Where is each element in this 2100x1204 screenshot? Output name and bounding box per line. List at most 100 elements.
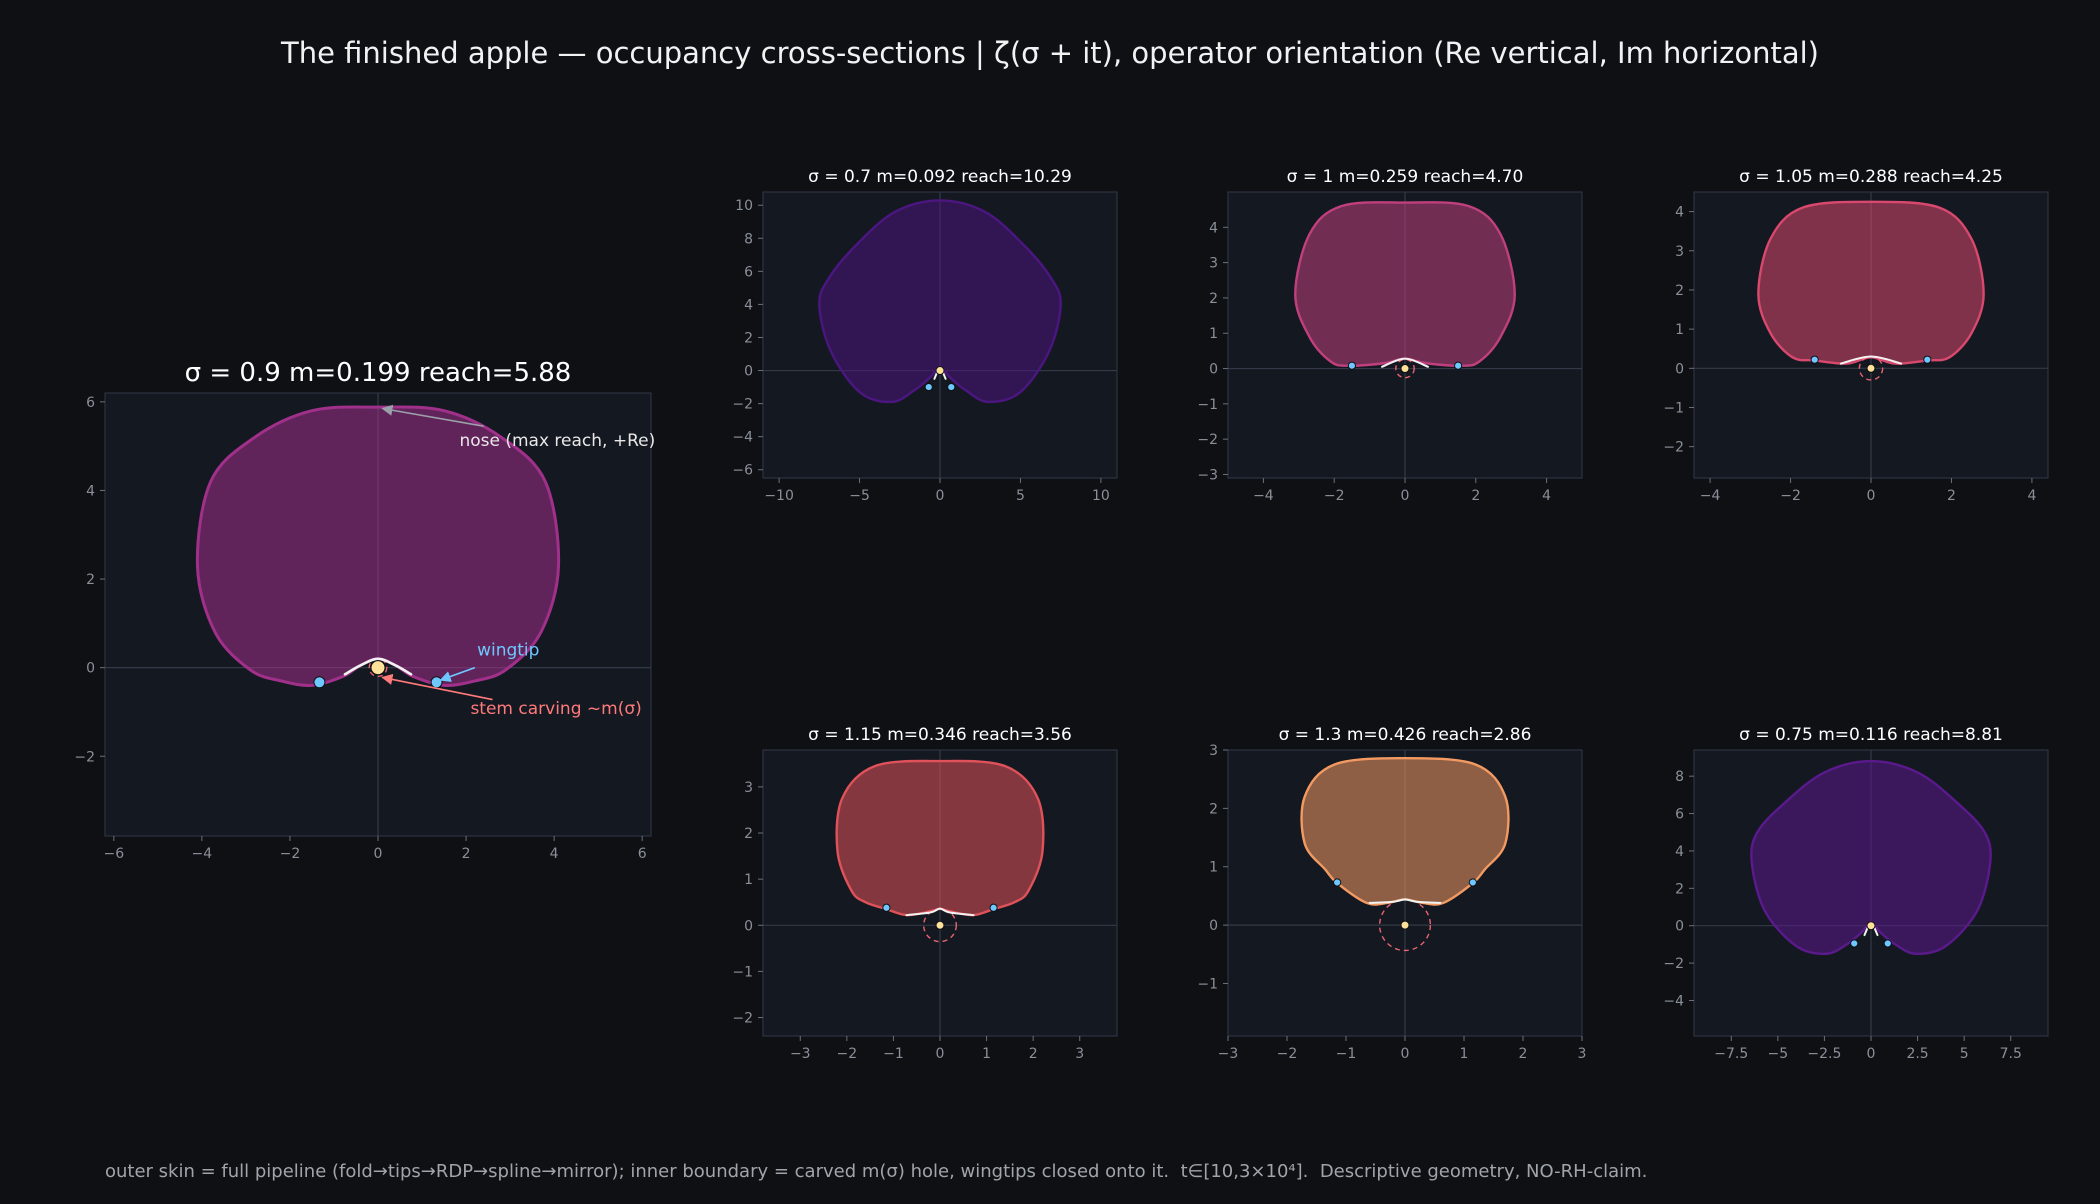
- x-tick-label: −2: [1780, 488, 1801, 504]
- y-tick-label: −2: [1663, 956, 1684, 972]
- stem-curve: [343, 657, 413, 676]
- x-tick-label: −2: [1324, 488, 1345, 504]
- y-tick-label: −4: [732, 430, 753, 446]
- x-tick-label: 2: [1471, 488, 1480, 504]
- x-tick-label: 2.5: [1906, 1046, 1928, 1062]
- y-tick-label: 3: [744, 780, 753, 796]
- x-tick-label: 1: [982, 1046, 991, 1062]
- x-tick-label: 4: [550, 846, 559, 862]
- y-tick-label: 1: [1209, 326, 1218, 342]
- y-tick-label: 0: [1675, 919, 1684, 935]
- stem-curve: [1839, 355, 1903, 365]
- origin-point: [1866, 363, 1876, 373]
- stem-annotation: stem carving ~m(σ): [470, 699, 641, 719]
- stem-curve: [1380, 357, 1430, 368]
- panels-group: −6 −4 −2 0 2 4 6 −2 0 2 4 6 σ = 0.9 m=0.199 reach=5.…: [74, 167, 2049, 1062]
- stem-hole: [1395, 358, 1415, 379]
- y-tick-label: 3: [1675, 244, 1684, 260]
- origin-point: [935, 366, 945, 376]
- y-tick-label: 4: [1209, 220, 1218, 236]
- y-tick-label: 2: [1675, 881, 1684, 897]
- y-tick-label: 0: [1675, 361, 1684, 377]
- chart-title: σ = 0.7 m=0.092 reach=10.29: [808, 167, 1072, 187]
- y-tick-label: 4: [1675, 205, 1684, 221]
- x-tick-label: 4: [1542, 488, 1551, 504]
- chart-title: σ = 1.05 m=0.288 reach=4.25: [1739, 167, 2003, 187]
- chart-panel-1: −6 −4 −2 0 2 4 6 −2 0 2 4 6 σ = 0.9 m=0.199 reach=5.…: [74, 358, 652, 862]
- x-tick-label: −2: [837, 1046, 858, 1062]
- x-tick-label: 2: [1519, 1046, 1528, 1062]
- y-tick-label: −2: [732, 397, 753, 413]
- wingtip-point-1: [1810, 355, 1819, 364]
- y-tick-label: 6: [1675, 807, 1684, 823]
- y-tick-label: −3: [1197, 467, 1218, 483]
- wingtip-point-2: [1468, 878, 1477, 887]
- y-tick-label: 0: [1209, 362, 1218, 378]
- x-tick-label: 0: [936, 1046, 945, 1062]
- chart-panel-7: −7.5 −5 −2.5 0 2.5 5 7.5 −4 −2 0 2 4 6 8 σ = 0.75 m=0.…: [1663, 725, 2049, 1062]
- origin-point: [935, 920, 945, 930]
- y-tick-label: 4: [86, 483, 95, 499]
- y-tick-label: 8: [744, 231, 753, 247]
- x-tick-label: −5: [849, 488, 870, 504]
- figure-footer: outer skin = full pipeline (fold→tips→RD…: [105, 1161, 1648, 1182]
- stem-hole: [368, 658, 388, 678]
- y-tick-label: 8: [1675, 769, 1684, 785]
- chart-panel-2: −10 −5 0 5 10 −6 −4 −2 0 2 4 6 8 10 σ = 0.7 m=0.092 re…: [732, 167, 1118, 504]
- x-tick-label: −1: [883, 1046, 904, 1062]
- y-tick-label: −1: [1197, 976, 1218, 992]
- origin-point: [1400, 364, 1410, 374]
- x-tick-label: 2: [1029, 1046, 1038, 1062]
- y-tick-label: 10: [735, 198, 753, 214]
- wingtip-point-1: [924, 382, 933, 392]
- x-tick-label: −2.5: [1807, 1046, 1841, 1062]
- y-tick-label: 1: [1209, 860, 1218, 876]
- nose-annotation: nose (max reach, +Re): [459, 431, 655, 451]
- x-tick-label: −4: [1253, 488, 1274, 504]
- x-tick-label: 5: [1016, 488, 1025, 504]
- chart-panel-3: −4 −2 0 2 4 −3 −2 −1 0 1 2 3 4 σ = 1 m=0.259 reach=4.…: [1197, 167, 1583, 504]
- y-tick-label: −2: [1663, 440, 1684, 456]
- wingtip-point-1: [1850, 939, 1859, 948]
- chart-panel-6: −3 −2 −1 0 1 2 3 −1 0 1 2 3 σ = 1.3 m=0.426 reach=2.…: [1197, 725, 1586, 1062]
- y-tick-label: −6: [732, 463, 753, 479]
- chart-title: σ = 0.9 m=0.199 reach=5.88: [185, 358, 572, 388]
- y-tick-label: 2: [1209, 291, 1218, 307]
- y-tick-label: −1: [732, 964, 753, 980]
- wingtip-point-1: [1333, 878, 1342, 887]
- wingtip-point-2: [947, 382, 956, 392]
- x-tick-label: 3: [1578, 1046, 1587, 1062]
- x-tick-label: −2: [280, 846, 301, 862]
- y-tick-label: 2: [86, 572, 95, 588]
- y-tick-label: 2: [744, 826, 753, 842]
- x-tick-label: 4: [2027, 488, 2036, 504]
- chart-panel-5: −3 −2 −1 0 1 2 3 −2 −1 0 1 2 3 σ = 1.15 m=0.346 reach…: [732, 725, 1118, 1062]
- x-tick-label: 0: [1867, 1046, 1876, 1062]
- chart-title: σ = 0.75 m=0.116 reach=8.81: [1739, 725, 2003, 745]
- y-tick-label: 0: [744, 918, 753, 934]
- annotations-group: nose (max reach, +Re) wingtip stem carvi…: [381, 404, 655, 719]
- wingtip-point-1: [882, 903, 891, 912]
- y-tick-label: 0: [744, 364, 753, 380]
- y-tick-label: −1: [1663, 400, 1684, 416]
- y-tick-label: 3: [1209, 743, 1218, 759]
- y-tick-label: −4: [1663, 993, 1684, 1009]
- x-tick-label: 0: [1867, 488, 1876, 504]
- x-tick-label: −4: [192, 846, 213, 862]
- y-tick-label: 4: [1675, 844, 1684, 860]
- apple-shape: [1757, 200, 1985, 365]
- y-tick-label: 1: [1675, 322, 1684, 338]
- wingtip-point-1: [313, 676, 326, 689]
- x-tick-label: −3: [1218, 1046, 1239, 1062]
- x-tick-label: 3: [1075, 1046, 1084, 1062]
- y-tick-label: 1: [744, 872, 753, 888]
- stem-arrow: [381, 673, 493, 701]
- x-tick-label: 0: [1401, 1046, 1410, 1062]
- apple-shape: [1294, 201, 1516, 367]
- x-tick-label: −3: [790, 1046, 811, 1062]
- chart-title: σ = 1.15 m=0.346 reach=3.56: [808, 725, 1072, 745]
- chart-panel-4: −4 −2 0 2 4 −2 −1 0 1 2 3 4 σ = 1.05 m=0.288 reach=4…: [1663, 167, 2049, 504]
- origin-point: [1400, 920, 1410, 930]
- x-tick-label: −4: [1700, 488, 1721, 504]
